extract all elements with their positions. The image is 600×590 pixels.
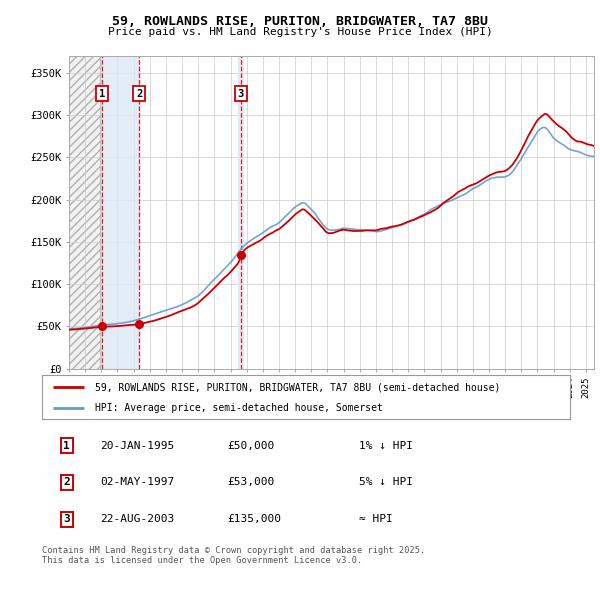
Text: 59, ROWLANDS RISE, PURITON, BRIDGWATER, TA7 8BU (semi-detached house): 59, ROWLANDS RISE, PURITON, BRIDGWATER, … — [95, 382, 500, 392]
Text: 2: 2 — [136, 88, 142, 99]
Text: £50,000: £50,000 — [227, 441, 274, 451]
Bar — [238, 56, 244, 369]
Text: 1: 1 — [99, 88, 106, 99]
Text: 02-MAY-1997: 02-MAY-1997 — [100, 477, 175, 487]
Text: 22-AUG-2003: 22-AUG-2003 — [100, 514, 175, 524]
Text: 59, ROWLANDS RISE, PURITON, BRIDGWATER, TA7 8BU: 59, ROWLANDS RISE, PURITON, BRIDGWATER, … — [112, 15, 488, 28]
Text: 3: 3 — [64, 514, 70, 524]
Text: 5% ↓ HPI: 5% ↓ HPI — [359, 477, 413, 487]
Text: 20-JAN-1995: 20-JAN-1995 — [100, 441, 175, 451]
Text: 3: 3 — [238, 88, 244, 99]
Text: Contains HM Land Registry data © Crown copyright and database right 2025.
This d: Contains HM Land Registry data © Crown c… — [42, 546, 425, 565]
Text: 1: 1 — [64, 441, 70, 451]
Text: 1% ↓ HPI: 1% ↓ HPI — [359, 441, 413, 451]
Text: Price paid vs. HM Land Registry's House Price Index (HPI): Price paid vs. HM Land Registry's House … — [107, 27, 493, 37]
Text: 2: 2 — [64, 477, 70, 487]
Bar — [102, 56, 139, 369]
Text: £53,000: £53,000 — [227, 477, 274, 487]
Text: ≈ HPI: ≈ HPI — [359, 514, 392, 524]
Text: £135,000: £135,000 — [227, 514, 281, 524]
Bar — [69, 56, 100, 369]
Text: HPI: Average price, semi-detached house, Somerset: HPI: Average price, semi-detached house,… — [95, 403, 383, 413]
Bar — [69, 56, 100, 369]
